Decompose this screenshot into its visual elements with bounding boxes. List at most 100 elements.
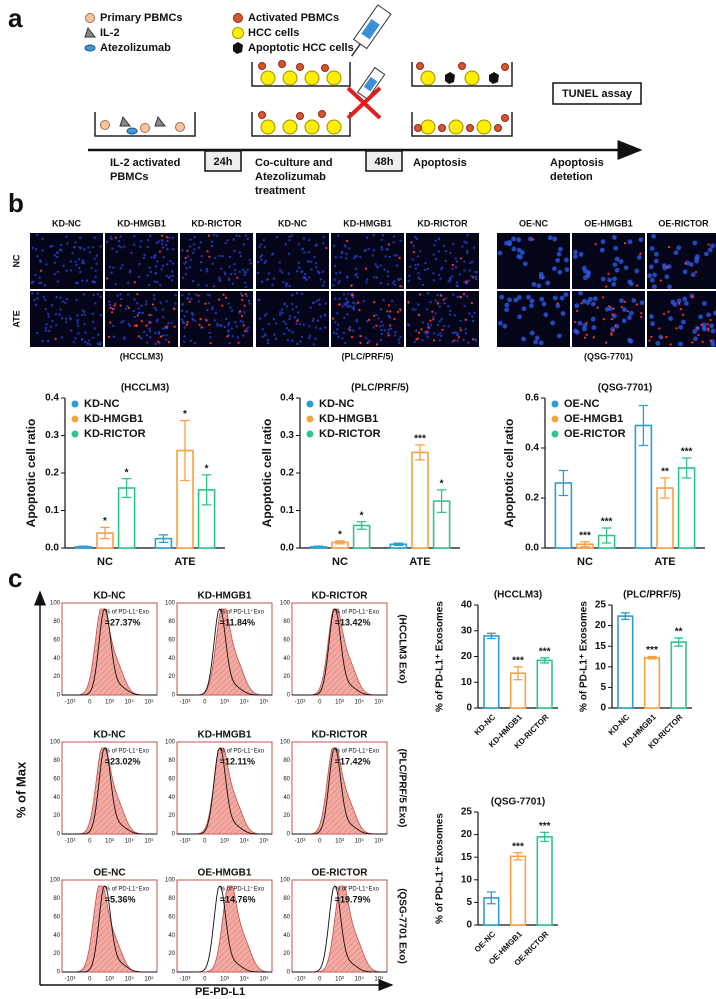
nucleus [318, 298, 321, 301]
nucleus [243, 281, 247, 284]
nucleus [578, 290, 583, 296]
nucleus [425, 308, 429, 311]
nucleus [312, 317, 315, 321]
nucleus [185, 266, 188, 270]
tunel-signal [594, 243, 597, 246]
nucleus [261, 328, 265, 331]
tunel-signal [119, 304, 122, 307]
nucleus [154, 271, 157, 275]
nucleus [58, 313, 61, 316]
nucleus [432, 253, 435, 256]
nucleus [394, 330, 397, 334]
nucleus [141, 311, 144, 315]
tunel-signal [608, 305, 611, 308]
nucleus [33, 298, 36, 302]
tunel-signal [296, 319, 299, 323]
nucleus [170, 321, 173, 324]
y-tick-label: 25 [595, 600, 607, 611]
nucleus [432, 332, 436, 335]
nucleus [148, 327, 151, 331]
y-axis-label: % of PD-L1⁺ Exosomes [579, 601, 590, 712]
nucleus [242, 268, 245, 272]
hcc-cell [326, 70, 342, 86]
flow-x-tick: 10⁴ [125, 976, 135, 983]
nucleus [197, 283, 200, 287]
gate-label: % of PD-L1⁺Exo [105, 609, 150, 616]
nucleus [332, 331, 336, 335]
legend-text: KD-RICTOR [84, 428, 146, 440]
nucleus [35, 303, 38, 307]
nucleus [199, 268, 203, 272]
pbmc [296, 63, 304, 71]
nucleus [295, 291, 299, 295]
nucleus [120, 246, 123, 249]
syringe [351, 4, 392, 57]
nucleus [197, 246, 201, 249]
nucleus [210, 244, 214, 248]
flow-y-tick: 0 [57, 693, 61, 699]
nucleus [439, 332, 442, 335]
pbmc [494, 124, 502, 132]
nucleus [180, 318, 184, 321]
nucleus [239, 255, 243, 258]
nucleus [59, 243, 63, 247]
nucleus [345, 275, 349, 278]
nucleus [133, 298, 136, 301]
nucleus [386, 274, 390, 278]
bar [643, 656, 661, 709]
nucleus [429, 300, 432, 304]
nucleus [64, 301, 67, 304]
nucleus [303, 272, 307, 276]
tunel-signal [427, 326, 430, 329]
hcc-cell [282, 70, 298, 86]
nucleus [439, 268, 443, 271]
nucleus [243, 311, 246, 314]
nucleus [694, 258, 699, 264]
gate-value: =17.42% [335, 756, 371, 766]
tunel-signal [224, 296, 228, 299]
error-bar [415, 444, 425, 461]
nucleus [680, 319, 686, 325]
step-text: Apoptosis [413, 157, 467, 169]
nucleus [247, 326, 250, 329]
tunel-signal [667, 245, 671, 249]
nucleus [227, 278, 231, 282]
tunel-signal [658, 327, 661, 330]
flow-x-tick: 10³ [105, 977, 114, 983]
nucleus [186, 296, 189, 300]
nucleus [384, 255, 387, 258]
nucleus [74, 241, 77, 244]
significance-label: * [103, 516, 107, 527]
nucleus [230, 309, 234, 312]
tunel-signal [626, 310, 629, 313]
tunel-signal [612, 307, 615, 310]
y-axis-label: % of PD-L1⁺ Exosomes [435, 813, 446, 924]
nucleus [653, 251, 659, 257]
significance-label: *** [539, 646, 551, 657]
flow-y-tick: 60 [53, 914, 60, 920]
nucleus [108, 303, 112, 307]
nucleus [66, 242, 69, 245]
nucleus [44, 329, 48, 332]
nucleus [221, 254, 225, 258]
tunel-signal [465, 280, 468, 283]
nucleus [456, 284, 459, 288]
nucleus [291, 308, 295, 311]
nucleus [440, 317, 443, 321]
nucleus [259, 243, 263, 246]
nucleus [91, 246, 95, 249]
nucleus [44, 298, 47, 302]
nucleus [161, 264, 165, 267]
y-tick-label: 0.1 [280, 505, 294, 516]
nucleus [475, 271, 478, 274]
flow-x-tick: 10⁴ [355, 699, 365, 706]
nucleus [183, 262, 186, 265]
significance-label: * [440, 479, 444, 490]
error-bar [513, 852, 523, 861]
flow-y-tick: 100 [50, 740, 61, 746]
plot-title: OE-NC [93, 868, 125, 879]
nucleus [167, 276, 171, 279]
nucleus [378, 325, 382, 328]
nucleus [380, 238, 383, 242]
